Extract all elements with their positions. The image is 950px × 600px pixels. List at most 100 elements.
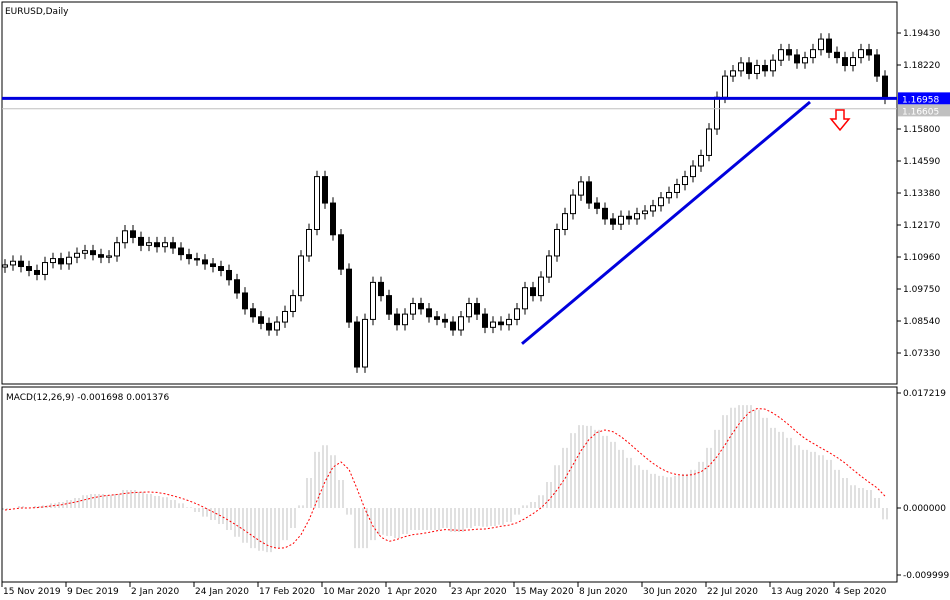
sell-arrow-icon xyxy=(829,109,851,132)
trendline[interactable] xyxy=(521,100,811,345)
time-tick-label: 17 Feb 2020 xyxy=(259,587,315,597)
bull-candle xyxy=(66,256,72,265)
bull-candle xyxy=(554,228,560,257)
time-tick-label: 13 Aug 2020 xyxy=(771,587,829,597)
macd-panel xyxy=(1,386,898,583)
bull-candle xyxy=(634,213,640,220)
bull-candle xyxy=(730,70,736,77)
bull-candle xyxy=(642,210,648,215)
bull-candle xyxy=(770,59,776,72)
bull-candle xyxy=(706,128,712,156)
bear-candle xyxy=(354,321,360,368)
bull-candle xyxy=(370,281,376,320)
bear-candle xyxy=(258,316,264,324)
bull-candle xyxy=(274,321,280,331)
bear-candle xyxy=(474,303,480,315)
price-tick-label: 1.19430 xyxy=(903,29,940,39)
bull-candle xyxy=(50,258,56,264)
macd-histogram xyxy=(2,405,888,553)
price-tick-label: 1.18220 xyxy=(903,61,940,71)
time-tick-label: 22 Jul 2020 xyxy=(707,587,758,597)
bull-candle xyxy=(738,62,744,72)
bear-candle xyxy=(842,57,848,67)
bull-candle xyxy=(10,260,16,266)
bull-candle xyxy=(290,295,296,312)
bear-candle xyxy=(90,250,96,256)
bull-candle xyxy=(402,313,408,326)
bull-candle xyxy=(850,57,856,67)
bull-candle xyxy=(146,242,152,246)
bull-candle xyxy=(682,176,688,186)
bear-candle xyxy=(794,54,800,64)
bear-candle xyxy=(26,266,32,271)
price-tick-label: 1.10960 xyxy=(903,253,940,263)
bull-candle xyxy=(282,310,288,323)
bear-candle xyxy=(874,54,880,77)
bear-candle xyxy=(746,62,752,74)
bear-candle xyxy=(322,176,328,204)
bull-candle xyxy=(506,318,512,326)
bear-candle xyxy=(882,75,888,99)
bear-candle xyxy=(18,260,24,268)
price-tick-label: 1.15800 xyxy=(903,125,940,135)
bear-candle xyxy=(386,295,392,315)
price-tick-label: 1.07330 xyxy=(903,349,940,359)
bull-candle xyxy=(778,49,784,61)
bull-candle xyxy=(658,197,664,207)
ask-price-label: 1.16605 xyxy=(902,107,939,117)
bear-candle xyxy=(234,279,240,294)
macd-tick-label: 0.017219 xyxy=(903,389,946,399)
bear-candle xyxy=(186,254,192,260)
time-tick-label: 1 Apr 2020 xyxy=(387,587,437,597)
bear-candle xyxy=(378,281,384,297)
bear-candle xyxy=(210,263,216,268)
time-tick-label: 24 Jan 2020 xyxy=(195,587,249,597)
bear-candle xyxy=(154,242,160,248)
bull-candle xyxy=(122,230,128,244)
bull-candle xyxy=(362,318,368,368)
bull-candle xyxy=(698,154,704,167)
bull-candle xyxy=(674,184,680,193)
bear-candle xyxy=(786,49,792,56)
bear-candle xyxy=(482,313,488,328)
price-axis: 1.19430 1.18220 1.15800 1.14590 1.13380 1.121… xyxy=(897,29,940,359)
bull-candle xyxy=(754,65,760,74)
bear-candle xyxy=(346,268,352,323)
bull-candle xyxy=(42,262,48,275)
bear-candle xyxy=(226,269,232,281)
macd-title: MACD(12,26,9) -0.001698 0.001376 xyxy=(6,393,169,403)
bear-candle xyxy=(98,254,104,258)
macd-tick-label: -0.009999 xyxy=(903,571,949,581)
bear-candle xyxy=(250,308,256,318)
time-tick-label: 10 Mar 2020 xyxy=(323,587,380,597)
bear-candle xyxy=(530,287,536,297)
bear-candle xyxy=(178,247,184,256)
bull-candle xyxy=(818,38,824,51)
time-tick-label: 23 Apr 2020 xyxy=(451,587,507,597)
bear-candle xyxy=(338,234,344,270)
bull-candle xyxy=(114,242,120,257)
bear-candle xyxy=(138,236,144,246)
bull-candle xyxy=(578,181,584,196)
bear-candle xyxy=(418,303,424,310)
macd-axis: 0.017219 0.000000 -0.009999 xyxy=(897,389,949,581)
bear-candle xyxy=(202,259,208,265)
time-tick-label: 2 Jan 2020 xyxy=(131,587,179,597)
bear-candle xyxy=(394,313,400,326)
bear-candle xyxy=(450,321,456,331)
bull-candle xyxy=(722,75,728,98)
macd-signal-line xyxy=(4,408,886,549)
bear-candle xyxy=(610,218,616,225)
bear-candle xyxy=(34,269,40,275)
bear-candle xyxy=(58,258,64,265)
bull-candle xyxy=(522,287,528,310)
price-panel xyxy=(1,1,898,385)
bear-candle xyxy=(826,38,832,53)
bid-price-badge xyxy=(898,92,950,105)
bull-candle xyxy=(74,252,80,258)
bear-candle xyxy=(194,258,200,261)
candles xyxy=(2,33,888,373)
ask-price-badge xyxy=(898,104,950,117)
bull-candle xyxy=(666,191,672,199)
bull-candle xyxy=(306,228,312,257)
